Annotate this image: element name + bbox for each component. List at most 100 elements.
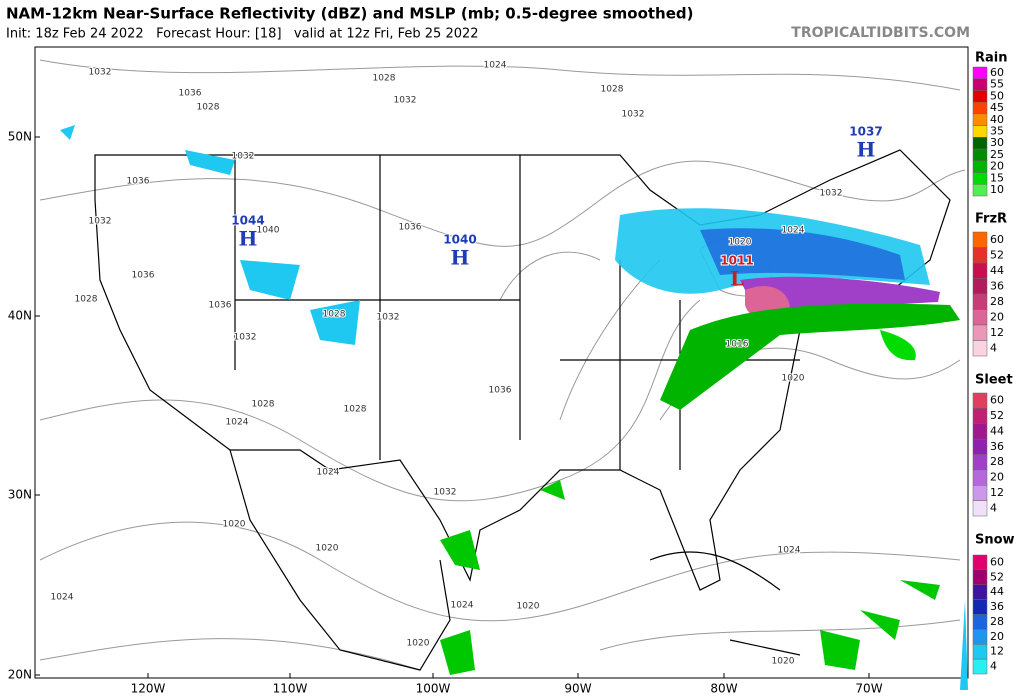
legend-tick: 45 xyxy=(990,101,1004,114)
legend-swatch xyxy=(972,485,988,501)
isobar-label: 1028 xyxy=(323,310,346,320)
legend-swatch xyxy=(972,125,988,138)
isobar-label: 1020 xyxy=(316,544,339,554)
isobar-label: 1024 xyxy=(317,468,340,478)
legend-swatch xyxy=(972,408,988,424)
legend-tick: 44 xyxy=(990,424,1004,437)
map xyxy=(34,46,969,690)
legend-swatch xyxy=(972,658,988,675)
borders xyxy=(94,149,951,671)
isobar-label: 1036 xyxy=(179,89,202,99)
isobar-label: 1024 xyxy=(782,226,805,236)
center-value: 1044 xyxy=(231,214,264,228)
lat-label: 30N xyxy=(8,488,32,502)
isobar-label: 1036 xyxy=(209,301,232,311)
legend-swatch xyxy=(972,66,988,79)
legend-title: Snow xyxy=(975,533,1015,548)
legend-swatch xyxy=(972,247,988,264)
precipitation xyxy=(60,125,968,690)
isobar-label: 1024 xyxy=(484,61,507,71)
legend-swatch xyxy=(972,392,988,409)
legend-swatch xyxy=(972,469,988,486)
legend-swatch xyxy=(972,309,988,326)
legend-swatch xyxy=(972,101,988,115)
title: NAM-12km Near-Surface Reflectivity (dBZ)… xyxy=(6,5,694,23)
isobar-label: 1032 xyxy=(89,217,112,227)
legend-swatch xyxy=(972,113,988,126)
legend-swatch xyxy=(972,644,988,660)
legend-swatch xyxy=(972,278,988,295)
isobar-label: 1032 xyxy=(377,313,400,323)
center-value: 1040 xyxy=(443,233,476,247)
legend-tick: 52 xyxy=(990,570,1004,583)
center-value: 1011 xyxy=(720,254,753,268)
legend-tick: 44 xyxy=(990,585,1004,598)
legend-swatch xyxy=(972,554,988,571)
legend-swatch xyxy=(972,629,988,645)
legend-tick: 50 xyxy=(990,89,1004,102)
legend-swatch xyxy=(972,423,988,440)
legend-swatch xyxy=(972,184,988,197)
lon-label: 100W xyxy=(416,682,451,696)
legend-swatch xyxy=(972,137,988,150)
isobar-label: 1036 xyxy=(489,386,512,396)
isobar-label: 1028 xyxy=(252,400,275,410)
legend-tick: 25 xyxy=(990,148,1004,161)
isobar-label: 1020 xyxy=(407,639,430,649)
legend-swatch xyxy=(972,569,988,585)
legend-tick: 10 xyxy=(990,183,1004,196)
legend-swatch xyxy=(972,599,988,615)
legend-tick: 20 xyxy=(990,160,1004,173)
center-letter: L xyxy=(730,267,744,291)
legend-swatch xyxy=(972,500,988,517)
lon-label: 70W xyxy=(855,682,882,696)
legend-tick: 20 xyxy=(990,630,1004,643)
legend-tick: 44 xyxy=(990,264,1004,277)
legend-swatch xyxy=(972,454,988,471)
isobar-label: 1020 xyxy=(729,238,752,248)
legend-tick: 4 xyxy=(990,660,997,673)
legend-swatch xyxy=(972,172,988,185)
legend-tick: 20 xyxy=(990,310,1004,323)
lat-label: 40N xyxy=(8,309,32,323)
legend-title: Rain xyxy=(975,51,1008,66)
legend-tick: 60 xyxy=(990,66,1004,79)
isobar-label: 1028 xyxy=(344,405,367,415)
lon-label: 110W xyxy=(273,682,308,696)
legend-swatch xyxy=(972,160,988,173)
legend-swatch xyxy=(972,293,988,310)
legend-tick: 55 xyxy=(990,78,1004,91)
isobar-label: 1024 xyxy=(51,593,74,603)
legend-swatch xyxy=(972,148,988,162)
isobar-label: 1024 xyxy=(451,601,474,611)
isobar-label: 1028 xyxy=(197,103,220,113)
isobar-label: 1032 xyxy=(234,333,257,343)
isobar-label: 1040 xyxy=(257,226,280,236)
isobar-label: 1032 xyxy=(232,152,255,162)
legend-swatch xyxy=(972,614,988,630)
isobar-label: 1032 xyxy=(394,96,417,106)
legend-title: Sleet xyxy=(975,373,1013,388)
legend-tick: 28 xyxy=(990,615,1004,628)
lon-label: 90W xyxy=(564,682,591,696)
legend-tick: 28 xyxy=(990,295,1004,308)
legend-tick: 60 xyxy=(990,555,1004,568)
source: TROPICALTIDBITS.COM xyxy=(791,25,970,41)
lon-label: 120W xyxy=(131,682,166,696)
center-letter: H xyxy=(239,227,258,251)
isobar-label: 1032 xyxy=(89,68,112,78)
isobar-label: 1032 xyxy=(820,189,843,199)
isobar-label: 1028 xyxy=(373,74,396,84)
lon-label: 80W xyxy=(710,682,737,696)
isobar-label: 1020 xyxy=(223,520,246,530)
center-letter: H xyxy=(857,138,876,162)
legend-tick: 30 xyxy=(990,136,1004,149)
isobar-label: 1032 xyxy=(622,110,645,120)
isobar-label: 1028 xyxy=(601,85,624,95)
legend-tick: 40 xyxy=(990,113,1004,126)
legend-tick: 52 xyxy=(990,248,1004,261)
legend-tick: 15 xyxy=(990,171,1004,184)
isobar-label: 1036 xyxy=(132,271,155,281)
legend-tick: 12 xyxy=(990,486,1004,499)
